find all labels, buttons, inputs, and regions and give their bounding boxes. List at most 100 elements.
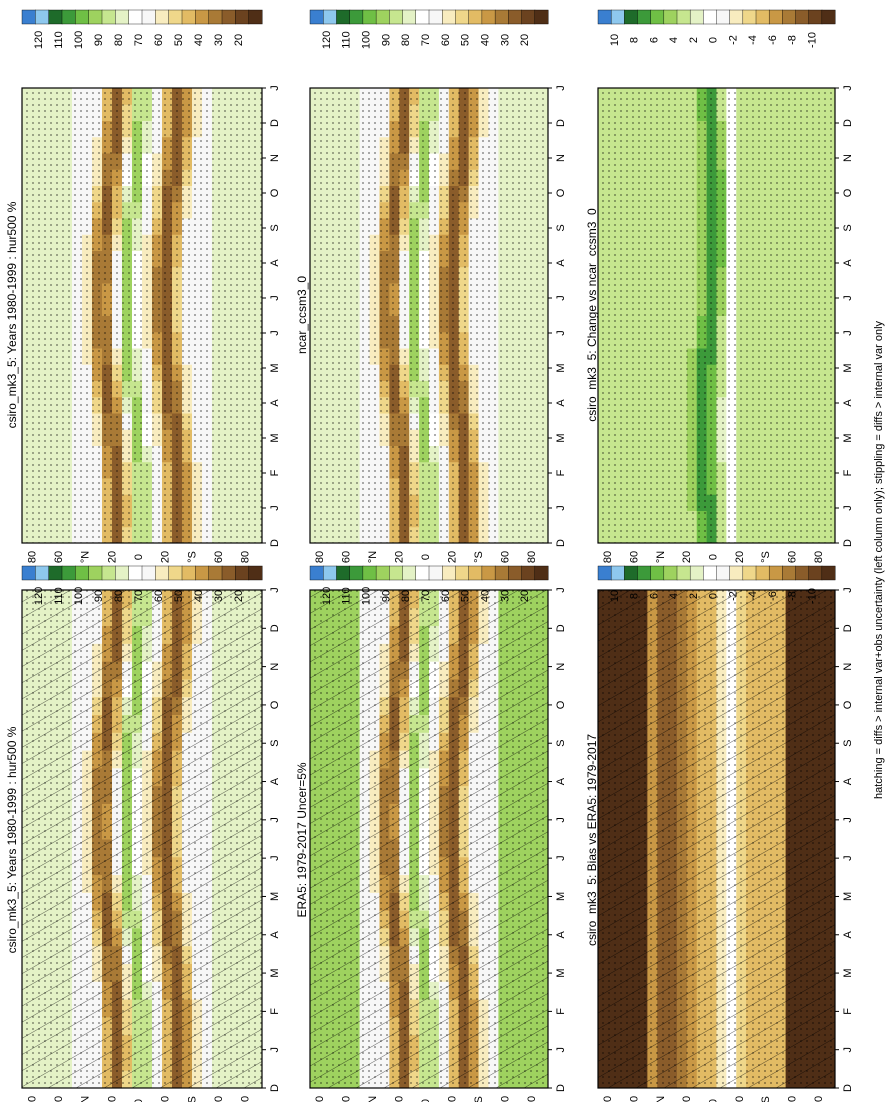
panel-4: ncar_ccsm3_0 D J F M A M J J A S O N D J 80 60 °N 20 0 20 °S 6… [295,9,567,563]
colorbar-label: 100 [361,587,373,605]
colorbar-swatch [115,9,130,25]
month-tick-label: A [269,930,281,938]
colorbar-swatch [61,9,76,25]
colorbar-swatch [101,565,116,581]
colorbar-label: 6 [648,37,660,43]
lat-tick-label: 60 [787,1096,799,1102]
colorbar-swatch [35,9,50,25]
panel-6: csiro_mk3_5: Change vs ncar_ccsm3_0 D J F M A… [585,9,854,563]
hatching-layer [598,590,835,1088]
colorbar-label: 60 [153,590,165,602]
colorbar-label: 110 [341,587,353,605]
colorbar-label: 10 [609,34,621,46]
colorbar-label: -10 [806,32,818,48]
month-tick-label: J [555,855,567,861]
colorbar-swatch [650,565,665,581]
colorbar-label: 20 [233,34,245,46]
colorbar-label: 120 [321,587,333,605]
colorbar-swatch [235,565,250,581]
lat-tick-label: 80 [240,1096,252,1102]
plot-frame [21,589,263,1089]
colorbar-label: 70 [420,34,432,46]
colorbar-swatch [624,565,638,581]
colorbar-label: 120 [321,31,333,49]
plot-frame [309,589,549,1089]
colorbar-swatch [782,9,796,25]
plot-frame [597,87,836,544]
colorbar-label: 40 [480,34,492,46]
month-tick-label: M [269,363,281,372]
stippling-layer [310,88,548,543]
colorbar-swatch [716,565,731,581]
month-tick-label: D [555,1084,567,1092]
month-tick-label: S [842,740,854,747]
lat-tick-label: 20 [106,1096,118,1102]
panel-1: csiro_mk3_5: Years 1980-1999 : hur500 % D… [5,565,281,1102]
colorbar-swatch [455,565,470,581]
colorbar-swatch [323,565,337,581]
colorbar-swatch [442,9,456,25]
colorbar-label: 10 [609,590,621,602]
colorbar-label: 50 [173,590,185,602]
colorbar-swatch [48,565,63,581]
colorbar-label: 4 [668,593,680,599]
lat-tick-label: °S [186,1096,198,1102]
colorbar-swatch [689,565,704,581]
colorbar-swatch [128,565,143,581]
colorbar-swatch [208,565,223,581]
colorbar-label: 30 [213,34,225,46]
colorbar-swatch [637,565,652,581]
colorbar-swatch [795,9,810,25]
month-tick-label: J [555,1047,567,1053]
month-tick-label: D [555,539,567,547]
colorbar-swatch [389,565,404,581]
month-tick-label: J [269,1047,281,1053]
colorbar-swatch [663,565,678,581]
colorbar-swatch [415,9,430,25]
month-tick-label: M [269,433,281,442]
colorbar-label: 8 [629,593,641,599]
lat-tick-label: 20 [681,1096,693,1102]
colorbar-label: -2 [727,591,739,601]
panel-title: csiro_mk3_5: Years 1980-1999 : hur500 % [5,201,19,428]
colorbar-swatch [442,565,456,581]
colorbar-label: 80 [113,590,125,602]
month-tick-label: J [269,817,281,823]
lat-tick-label: 60 [53,1096,65,1102]
colorbar-swatch [610,9,625,25]
month-tick-label: J [842,817,854,823]
colorbar-swatch [75,9,90,25]
colorbar-swatch [195,9,210,25]
colorbar-swatch [389,9,404,25]
colorbar-swatch [402,565,417,581]
colorbar-swatch [428,9,443,25]
colorbar-swatch [782,565,796,581]
colorbar-swatch [362,565,377,581]
colorbar-label: 20 [519,590,531,602]
panel-title: csiro_mk3_5: Change vs ncar_ccsm3_0 [585,208,599,422]
month-tick-label: S [842,224,854,231]
lat-tick-label: 60 [341,551,353,563]
month-tick-label: F [269,469,281,476]
month-tick-label: J [269,855,281,861]
month-tick-label: A [842,259,854,267]
month-tick-label: O [842,188,854,197]
colorbar-label: -2 [727,35,739,45]
colorbar-swatch [155,565,170,581]
colorbar-swatch [101,9,116,25]
colorbar-swatch [75,565,90,581]
month-tick-label: A [842,399,854,407]
month-tick-label: J [555,505,567,511]
month-tick-label: N [842,154,854,162]
colorbar-swatch [597,565,612,581]
month-tick-label: J [269,295,281,301]
colorbar-label: 60 [440,34,452,46]
colorbar-swatch [88,9,103,25]
colorbar-swatch [21,9,36,25]
colorbar-label: -4 [747,35,759,45]
colorbar-label: 30 [213,590,225,602]
colorbar-swatch [808,565,823,581]
month-tick-label: D [842,539,854,547]
lat-tick-label: °N [655,551,667,563]
lat-tick-label: 20 [446,1096,458,1102]
